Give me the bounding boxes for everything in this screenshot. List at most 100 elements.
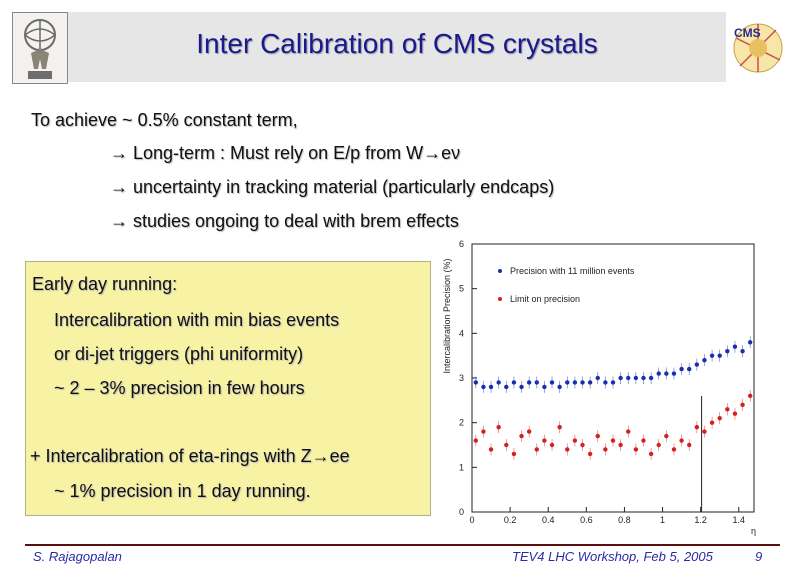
red-data-point	[648, 451, 654, 457]
cms-logo-text: CMS	[734, 26, 761, 40]
x-tick-label: 0.6	[580, 515, 593, 525]
x-tick-label: 1.4	[732, 515, 745, 525]
bullet-item: → uncertainty in tracking material (part…	[110, 177, 554, 198]
red-data-point	[694, 424, 700, 430]
footer-author: S. Rajagopalan	[33, 549, 122, 564]
red-data-point	[633, 447, 639, 452]
blue-data-point	[725, 349, 730, 354]
red-data-point	[534, 447, 539, 452]
blue-data-point	[633, 375, 639, 381]
red-data-point	[709, 420, 715, 425]
red-data-point	[595, 433, 600, 439]
box-line: or di-jet triggers (phi uniformity)	[54, 344, 304, 364]
red-data-point	[557, 424, 562, 430]
precision-chart: 0 1 2 3 4 5 6 0 0.2 0.4 0.6 0.8 1 1.2 1.4 η Intercalibra…	[442, 239, 756, 536]
blue-data-point	[534, 380, 539, 385]
red-data-point	[511, 451, 517, 457]
x-tick-label: 0	[469, 515, 474, 525]
red-data-point	[671, 447, 677, 452]
z-line: + Intercalibration of eta-rings with Z→e…	[30, 446, 350, 466]
red-data-point	[702, 429, 707, 434]
box-heading: Early day running:	[32, 274, 178, 294]
footer-divider	[25, 544, 780, 546]
slide-title: Inter Calibration of CMS crystals	[196, 28, 598, 59]
y-tick-label: 3	[459, 373, 464, 383]
blue-data-point	[694, 362, 700, 367]
red-data-point	[603, 447, 608, 452]
box-line: Intercalibration with min bias events	[54, 310, 340, 330]
red-data-point	[526, 429, 532, 434]
early-running-box: Early day running: Intercalibration with…	[25, 261, 431, 516]
blue-data-point	[626, 375, 631, 381]
blue-data-point	[702, 357, 707, 363]
x-tick-label: 1.2	[694, 515, 707, 525]
y-tick-label: 1	[459, 462, 464, 472]
blue-data-point	[656, 371, 661, 376]
intro-text: To achieve ~ 0.5% constant term,	[31, 110, 298, 130]
red-data-point	[725, 407, 730, 412]
red-data-point	[732, 411, 738, 416]
red-data-point	[542, 438, 547, 443]
legend-marker	[498, 297, 502, 301]
blue-data-point	[740, 349, 745, 354]
red-data-point	[679, 438, 684, 443]
blue-data-point	[717, 353, 722, 358]
blue-data-point	[557, 384, 562, 390]
arrow-icon: →	[110, 177, 134, 197]
footer-page-number: 9	[755, 549, 763, 564]
red-data-point	[549, 442, 555, 448]
y-tick-label: 6	[459, 239, 464, 249]
y-axis-label: Intercalibration Precision (%)	[442, 258, 452, 373]
red-data-point	[496, 424, 501, 430]
red-data-point	[656, 442, 661, 448]
red-data-point	[587, 451, 593, 457]
red-data-point	[687, 442, 692, 448]
arrow-icon: →	[110, 143, 134, 163]
blue-data-point	[496, 380, 501, 385]
blue-data-point	[542, 384, 547, 390]
blue-data-point	[526, 380, 532, 385]
red-data-point	[519, 433, 524, 439]
legend-label: Limit on precision	[510, 294, 580, 304]
title-bar	[68, 12, 726, 82]
red-data-point	[610, 438, 616, 443]
red-data-point	[481, 429, 486, 434]
blue-data-point	[709, 353, 715, 358]
red-data-point	[473, 438, 479, 443]
bullet-text: studies ongoing to deal with brem effect…	[133, 211, 459, 231]
blue-data-point	[595, 375, 600, 381]
red-data-point	[504, 442, 509, 448]
blue-data-point	[473, 380, 479, 385]
red-data-point	[565, 447, 570, 452]
blue-data-point	[549, 380, 555, 385]
cms-logo: CMS	[726, 18, 788, 84]
blue-data-point	[511, 380, 517, 385]
blue-data-point	[488, 384, 494, 390]
red-data-point	[747, 393, 753, 399]
blue-data-point	[519, 384, 524, 390]
blue-data-point	[587, 380, 593, 385]
bullet-text: uncertainty in tracking material (partic…	[133, 177, 555, 197]
bullet-text: Long-term : Must rely on E/p from W→eν	[133, 143, 461, 163]
y-tick-label: 2	[459, 418, 464, 428]
blue-data-point	[747, 340, 753, 345]
footer-event: TEV4 LHC Workshop, Feb 5, 2005	[512, 549, 713, 564]
x-tick-label: 0.4	[542, 515, 555, 525]
red-data-point	[664, 433, 669, 439]
y-tick-label: 0	[459, 507, 464, 517]
blue-data-point	[648, 375, 654, 381]
z-sub-line: ~ 1% precision in 1 day running.	[54, 481, 311, 501]
blue-data-point	[504, 384, 509, 390]
red-data-point	[618, 442, 623, 448]
blue-data-point	[603, 380, 608, 385]
bullet-item: → Long-term : Must rely on E/p from W→eν	[110, 143, 460, 164]
arrow-icon: →	[110, 211, 134, 231]
red-data-point	[626, 429, 631, 434]
red-data-point	[641, 438, 646, 443]
atlas-logo	[12, 12, 68, 84]
red-data-point	[488, 447, 494, 452]
y-tick-label: 5	[459, 284, 464, 294]
blue-data-point	[679, 366, 684, 372]
blue-data-point	[732, 344, 738, 349]
blue-data-point	[572, 380, 578, 385]
